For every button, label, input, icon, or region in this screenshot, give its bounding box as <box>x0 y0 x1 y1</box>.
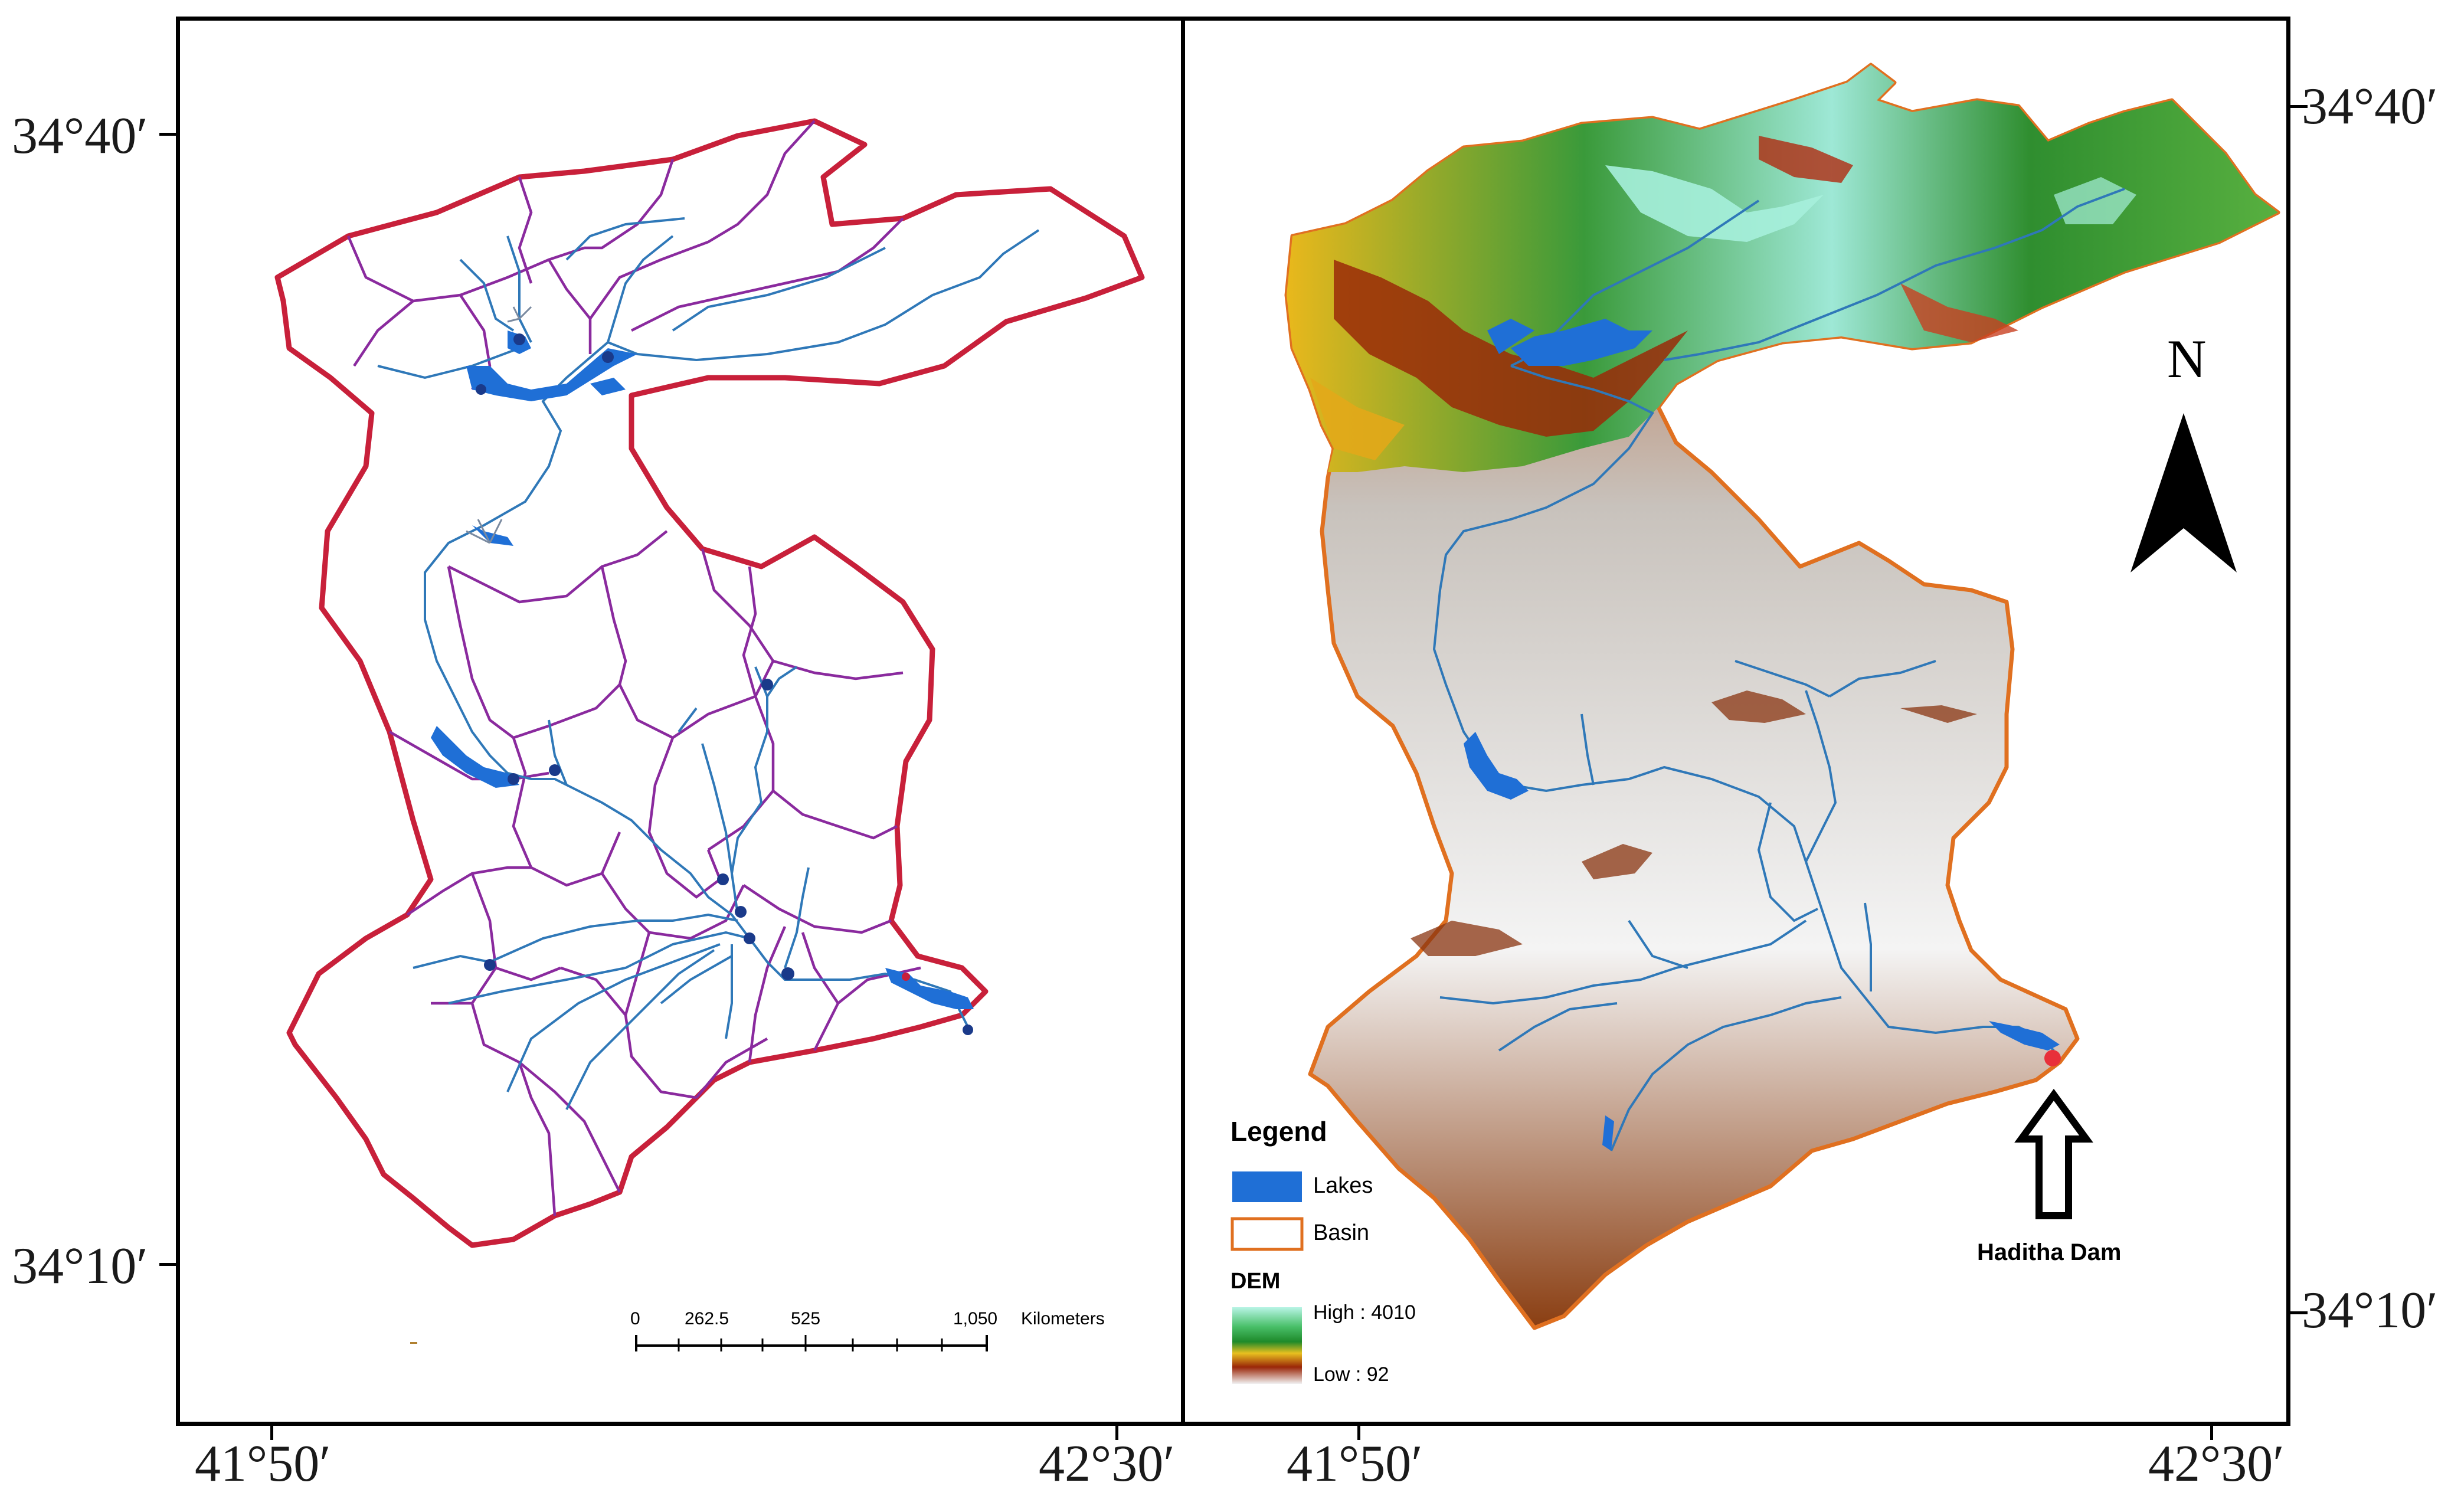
scale-tick-525: 525 <box>791 1309 821 1328</box>
scale-tick-0: 0 <box>630 1309 640 1328</box>
left-tick-lon-left <box>270 1423 273 1440</box>
legend-dem-high: High : 4010 <box>1313 1301 1416 1324</box>
scale-bar <box>410 1335 988 1351</box>
left-tick-lon-right <box>1115 1423 1118 1440</box>
right-lat-bottom-label: 34°10′ <box>2302 1282 2438 1339</box>
left-lat-top-label: 34°40′ <box>12 107 148 165</box>
dem-lakes <box>1464 319 2060 1151</box>
legend-lakes-label: Lakes <box>1313 1173 1373 1198</box>
legend-lakes-swatch <box>1232 1171 1302 1202</box>
left-basin-outline <box>274 118 1145 1248</box>
left-subbasin-lines <box>346 120 921 1216</box>
right-tick-lon-right <box>2210 1423 2213 1440</box>
right-tick-lat-top <box>2289 105 2308 108</box>
dem-ridges <box>1411 690 1977 956</box>
legend-dem-ramp <box>1232 1307 1302 1384</box>
legend-dem-title: DEM <box>1230 1269 1281 1294</box>
left-lat-bottom-label: 34°10′ <box>12 1238 148 1295</box>
right-map-frame <box>1181 17 2290 1426</box>
dam-label: Haditha Dam <box>1977 1239 2122 1265</box>
right-lon-right-label: 42°30′ <box>2148 1435 2285 1493</box>
left-lon-left-label: 41°50′ <box>195 1435 331 1493</box>
right-lon-left-label: 41°50′ <box>1287 1435 1423 1493</box>
up-arrow-icon <box>2014 1088 2093 1219</box>
scale-tick-262: 262.5 <box>685 1309 729 1328</box>
right-tick-lon-left <box>1357 1423 1360 1440</box>
legend-basin-swatch <box>1230 1217 1304 1251</box>
north-label: N <box>2167 329 2207 389</box>
dem-streams <box>1432 188 2125 1151</box>
dem-highlands <box>1287 65 2278 472</box>
north-arrow-icon <box>2131 413 2237 572</box>
haditha-dam-marker <box>2044 1050 2061 1066</box>
left-outlet-points <box>476 333 973 1035</box>
left-lon-right-label: 42°30′ <box>1039 1435 1175 1493</box>
left-tick-lat-top <box>159 133 178 136</box>
right-lat-top-label: 34°40′ <box>2302 78 2438 135</box>
left-streams <box>377 217 1040 1110</box>
scale-tick-1050: 1,050 <box>953 1309 998 1328</box>
left-lake-tributaries <box>466 306 532 544</box>
left-tick-lat-bottom <box>159 1263 178 1266</box>
legend-swatches <box>1230 1171 1304 1384</box>
legend-basin-label: Basin <box>1313 1220 1370 1245</box>
right-tick-lat-bottom <box>2289 1311 2308 1314</box>
legend-title: Legend <box>1230 1116 1327 1147</box>
scale-unit: Kilometers <box>1021 1309 1105 1328</box>
legend-dem-low: Low : 92 <box>1313 1363 1389 1386</box>
